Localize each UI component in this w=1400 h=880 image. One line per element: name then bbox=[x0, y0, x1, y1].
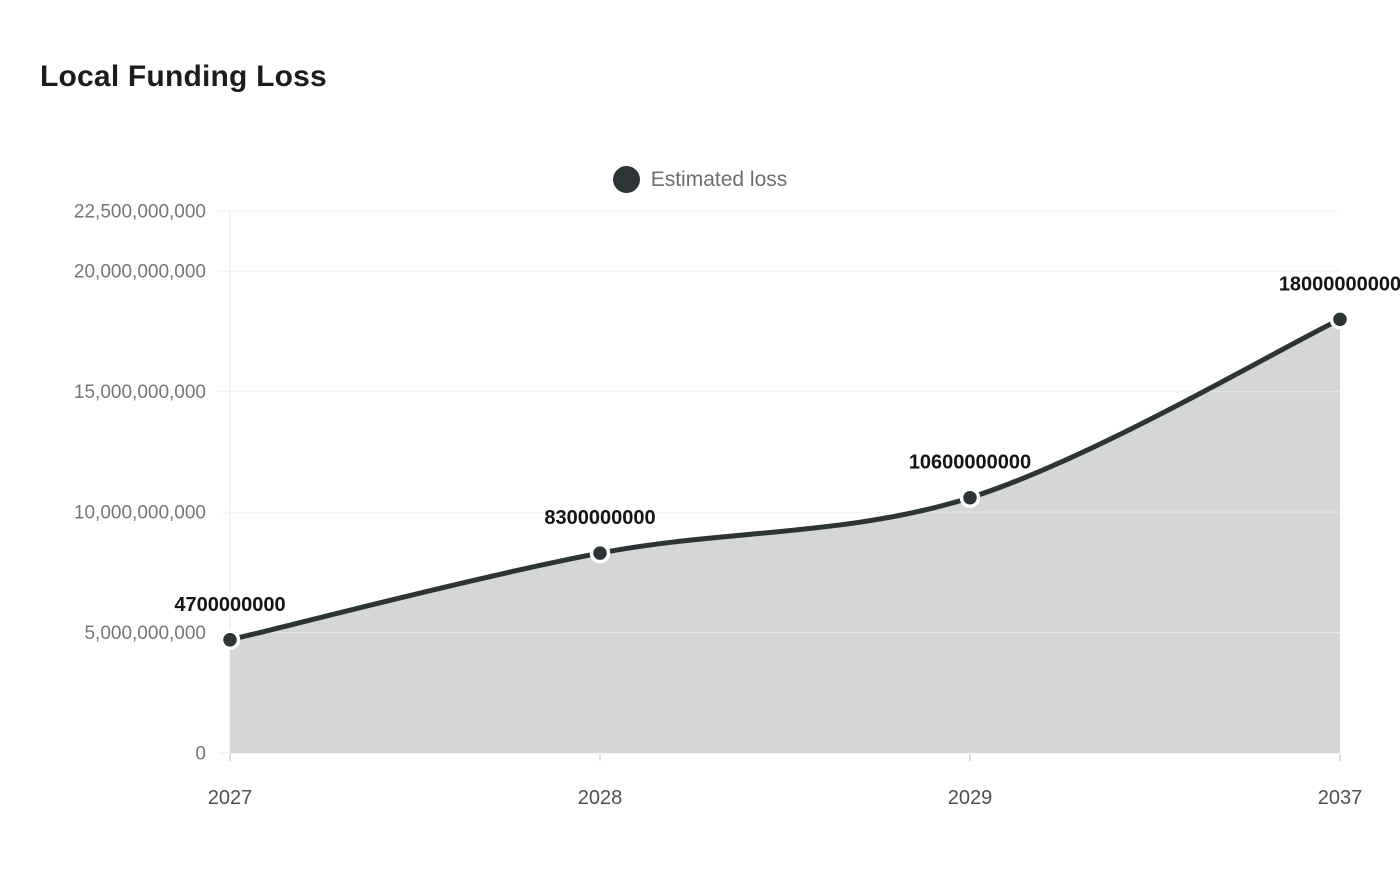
x-axis-tick-label: 2029 bbox=[948, 787, 993, 809]
x-axis-tick-label: 2028 bbox=[578, 787, 623, 809]
y-axis-tick-label: 0 bbox=[195, 744, 206, 765]
y-axis-tick-label: 10,000,000,000 bbox=[74, 503, 206, 524]
series-line bbox=[227, 316, 1343, 643]
data-point-marker[interactable] bbox=[1329, 309, 1351, 330]
data-point-label: 10600000000 bbox=[909, 452, 1031, 474]
y-axis-tick-label: 20,000,000,000 bbox=[74, 262, 206, 283]
y-axis-tick-label: 5,000,000,000 bbox=[84, 623, 206, 644]
data-point-label: 18000000000 bbox=[1279, 273, 1400, 295]
x-axis-tick-label: 2037 bbox=[1318, 787, 1363, 809]
data-point-label: 8300000000 bbox=[544, 507, 655, 529]
x-axis-tick-label: 2027 bbox=[208, 787, 253, 809]
legend-marker-icon bbox=[612, 166, 640, 193]
data-point-marker[interactable] bbox=[959, 487, 981, 508]
legend: Estimated loss bbox=[0, 166, 1400, 193]
area-fill bbox=[230, 319, 1340, 753]
legend-label: Estimated loss bbox=[650, 167, 788, 191]
chart-title: Local Funding Loss bbox=[40, 60, 327, 93]
y-axis-tick-label: 22,500,000,000 bbox=[74, 202, 206, 223]
y-axis-tick-label: 15,000,000,000 bbox=[74, 382, 206, 403]
data-point-marker[interactable] bbox=[589, 542, 611, 564]
data-point-label: 4700000000 bbox=[174, 594, 285, 616]
data-point-marker[interactable] bbox=[219, 629, 241, 651]
